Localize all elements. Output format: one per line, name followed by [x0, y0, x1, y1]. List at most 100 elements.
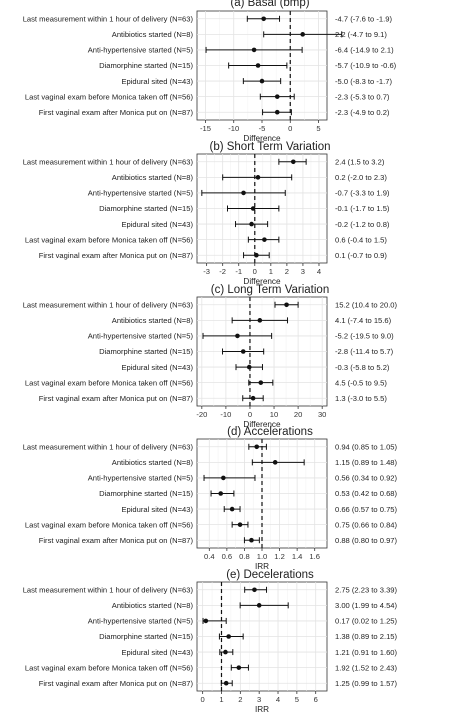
estimate-point: [255, 63, 261, 68]
estimate-label: 0.1 (-0.7 to 0.9): [335, 251, 387, 260]
panel-title: (b) Short Term Variation: [209, 141, 330, 153]
forest-panel: (e) Decelerations Last measurement within…: [23, 569, 398, 714]
category-label: First vaginal exam after Monica put on (…: [39, 394, 194, 403]
estimate-label: 3.00 (1.99 to 4.54): [335, 601, 398, 610]
category-label: Last measurement within 1 hour of delive…: [23, 585, 194, 594]
category-label: Epidural sited (N=43): [121, 505, 193, 514]
estimate-point: [251, 47, 257, 53]
estimate-point: [223, 680, 229, 686]
estimate-label: -2.3 (-4.9 to 0.2): [335, 108, 390, 117]
x-tick-label: 5: [295, 695, 299, 704]
category-label: Last measurement within 1 hour of delive…: [23, 14, 194, 23]
estimate-label: 1.25 (0.99 to 1.57): [335, 679, 398, 688]
category-label: Epidural sited (N=43): [121, 220, 193, 229]
x-tick-label: 10: [270, 410, 278, 419]
category-label: First vaginal exam after Monica put on (…: [39, 251, 194, 260]
estimate-label: -2.8 (-11.4 to 5.7): [335, 347, 394, 356]
x-tick-label: 20: [294, 410, 302, 419]
x-tick-label: 0.8: [239, 552, 250, 561]
category-label: Anti-hypertensive started (N=5): [88, 46, 194, 55]
estimate-point: [236, 665, 242, 670]
x-tick-label: -10: [220, 410, 231, 419]
x-tick-label: 4: [317, 267, 321, 276]
category-label: Diamorphine started (N=15): [99, 489, 193, 498]
x-tick-label: 1.4: [292, 552, 303, 561]
category-label: Anti-hypertensive started (N=5): [88, 474, 194, 483]
x-tick-label: -1: [235, 267, 242, 276]
estimate-label: 0.88 (0.80 to 0.97): [335, 536, 398, 545]
estimate-point: [290, 159, 296, 165]
category-label: Diamorphine started (N=15): [99, 632, 193, 641]
estimate-label: 0.17 (0.02 to 1.25): [335, 617, 398, 626]
estimate-point: [240, 349, 246, 354]
category-label: Last vaginal exam before Monica taken of…: [25, 378, 194, 387]
estimate-point: [252, 587, 257, 593]
estimate-label: 1.15 (0.89 to 1.48): [335, 458, 398, 467]
estimate-point: [221, 475, 226, 481]
estimate-label: 0.2 (-2.0 to 2.3): [335, 173, 387, 182]
estimate-label: -5.0 (-8.3 to -1.7): [335, 77, 392, 86]
x-axis-label: IRR: [255, 562, 269, 571]
estimate-label: 4.1 (-7.4 to 15.6): [335, 316, 392, 325]
estimate-label: -5.2 (-19.5 to 9.0): [335, 332, 394, 341]
x-tick-label: 3: [301, 267, 305, 276]
estimate-point: [257, 318, 263, 323]
x-tick-label: 0: [201, 695, 205, 704]
category-label: Antibiotics started (N=8): [112, 173, 194, 182]
x-tick-label: -3: [203, 267, 210, 276]
x-tick-label: 1: [269, 267, 273, 276]
x-tick-label: 6: [314, 695, 318, 704]
x-axis-label: Difference: [243, 134, 281, 143]
category-label: Antibiotics started (N=8): [112, 601, 194, 610]
category-label: First vaginal exam after Monica put on (…: [39, 679, 194, 688]
estimate-label: -0.1 (-1.7 to 1.5): [335, 204, 390, 213]
estimate-label: 15.2 (10.4 to 20.0): [335, 300, 398, 309]
category-label: Anti-hypertensive started (N=5): [88, 617, 194, 626]
x-tick-label: 5: [316, 124, 320, 133]
estimate-point: [262, 237, 267, 242]
estimate-point: [249, 537, 254, 543]
estimate-point: [218, 491, 224, 496]
estimate-label: -4.7 (-7.6 to -1.9): [335, 14, 392, 23]
estimate-point: [254, 252, 259, 258]
x-tick-label: -2: [219, 267, 226, 276]
estimate-point: [274, 109, 280, 115]
x-tick-label: 1.6: [309, 552, 320, 561]
estimate-label: 1.38 (0.89 to 2.15): [335, 632, 398, 641]
estimate-label: 1.3 (-3.0 to 5.5): [335, 394, 387, 403]
panel-title: (a) Basal (bmp): [230, 0, 309, 9]
x-tick-label: 1.0: [257, 552, 268, 561]
estimate-label: 2.2 (-4.7 to 9.1): [335, 30, 387, 39]
x-tick-label: 0.6: [222, 552, 233, 561]
forest-panel: (b) Short Term Variation Last measurement…: [23, 141, 390, 286]
x-tick-label: 2: [285, 267, 289, 276]
estimate-point: [250, 206, 256, 211]
category-label: Diamorphine started (N=15): [99, 347, 193, 356]
estimate-label: -0.2 (-1.2 to 0.8): [335, 220, 390, 229]
x-tick-label: 3: [257, 695, 261, 704]
panel-title: (e) Decelerations: [226, 569, 314, 581]
estimate-point: [258, 380, 264, 385]
estimate-point: [256, 603, 262, 608]
estimate-point: [235, 333, 240, 339]
estimate-label: -6.4 (-14.9 to 2.1): [335, 46, 394, 55]
x-tick-label: 0: [253, 267, 257, 276]
x-tick-label: -15: [200, 124, 211, 133]
category-label: Last vaginal exam before Monica taken of…: [25, 663, 194, 672]
estimate-point: [203, 618, 209, 624]
estimate-point: [223, 649, 228, 655]
x-tick-label: 30: [318, 410, 326, 419]
estimate-label: 0.6 (-0.4 to 1.5): [335, 235, 387, 244]
x-axis-label: Difference: [243, 420, 281, 429]
estimate-point: [250, 395, 256, 401]
category-label: Epidural sited (N=43): [121, 363, 193, 372]
x-tick-label: 0: [248, 410, 252, 419]
category-label: Diamorphine started (N=15): [99, 61, 193, 70]
category-label: Antibiotics started (N=8): [112, 30, 194, 39]
estimate-point: [241, 190, 246, 196]
estimate-label: 4.5 (-0.5 to 9.5): [335, 378, 387, 387]
estimate-point: [237, 522, 243, 527]
category-label: First vaginal exam after Monica put on (…: [39, 108, 194, 117]
estimate-point: [272, 460, 278, 465]
estimate-label: -0.3 (-5.8 to 5.2): [335, 363, 390, 372]
